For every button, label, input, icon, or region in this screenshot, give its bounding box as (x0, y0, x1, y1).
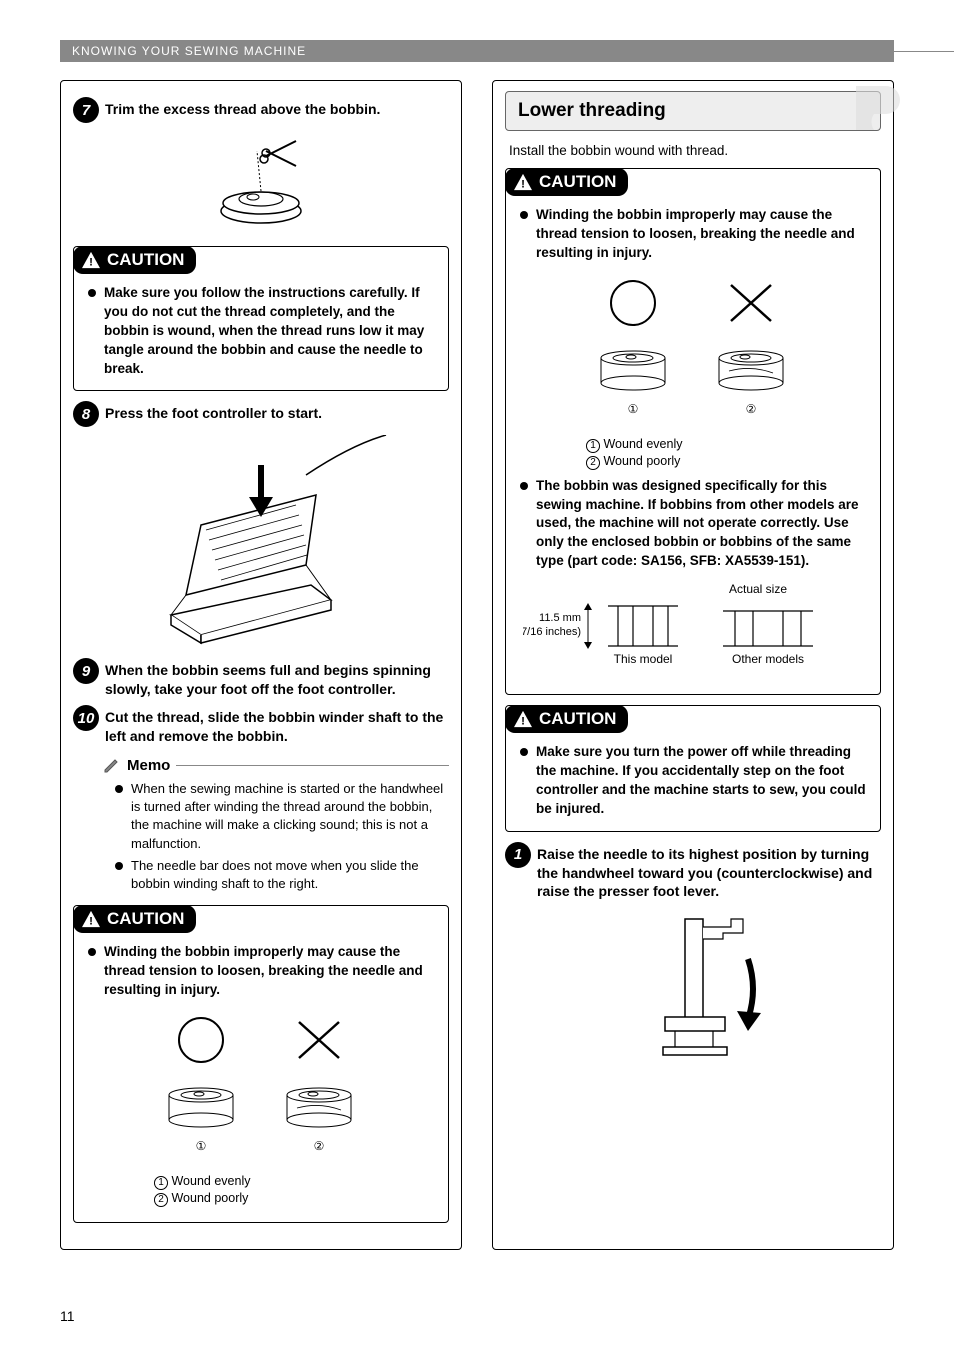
caution-text: Winding the bobbin improperly may cause … (536, 206, 868, 263)
figure-foot-controller (73, 435, 449, 650)
bullet-icon (88, 289, 96, 297)
caution-bullet: Make sure you turn the power off while t… (506, 741, 880, 821)
height-in: (7/16 inches) (523, 626, 581, 638)
svg-text:!: ! (89, 257, 93, 269)
other-models-label: Other models (732, 652, 804, 666)
section-header: KNOWING YOUR SEWING MACHINE (60, 40, 894, 62)
figure-presser-foot (505, 909, 881, 1074)
memo-text: The needle bar does not move when you sl… (131, 857, 445, 893)
memo-title: Memo (127, 757, 170, 774)
memo-item-2: The needle bar does not move when you sl… (103, 855, 449, 895)
tab-decoration-icon (856, 86, 900, 130)
height-mm: 11.5 mm (539, 612, 581, 624)
caution-header: ! CAUTION (73, 905, 196, 933)
caution-title: CAUTION (107, 250, 184, 270)
legend-1: 1 Wound evenly (586, 436, 880, 454)
memo-item-1: When the sewing machine is started or th… (103, 778, 449, 855)
caution-text: Make sure you turn the power off while t… (536, 743, 868, 819)
caution-header: ! CAUTION (73, 246, 196, 274)
memo-header: Memo (103, 756, 449, 774)
caution-box-right-2: ! CAUTION Make sure you turn the power o… (505, 705, 881, 832)
section-title-text: Lower threading (518, 100, 666, 121)
figure-bobbin-compare-right: ① ② (506, 273, 880, 428)
svg-text:!: ! (521, 716, 525, 728)
step-number-10: 10 (73, 705, 99, 731)
legend-2: 2 Wound poorly (154, 1190, 448, 1208)
section-title: Lower threading (505, 91, 881, 131)
actual-size-label: Actual size (729, 582, 787, 596)
caution-text: The bobbin was designed specifically for… (536, 477, 868, 571)
caution-bullet: Winding the bobbin improperly may cause … (74, 941, 448, 1002)
figure-bobbin-size: Actual size 11.5 mm (7/16 inches) This m… (506, 581, 880, 676)
intro-text: Install the bobbin wound with thread. (509, 143, 877, 158)
memo-text: When the sewing machine is started or th… (131, 780, 445, 853)
step-9: 9 When the bobbin seems full and begins … (73, 658, 449, 699)
left-column: 7 Trim the excess thread above the bobbi… (60, 80, 462, 1250)
caution-text: Make sure you follow the instructions ca… (104, 284, 436, 378)
two-column-layout: 7 Trim the excess thread above the bobbi… (60, 80, 894, 1250)
step-10-text: Cut the thread, slide the bobbin winder … (105, 705, 449, 746)
caution-box-2: ! CAUTION Winding the bobbin improperly … (73, 905, 449, 1223)
step-9-text: When the bobbin seems full and begins sp… (105, 658, 449, 699)
step-number-7: 7 (73, 97, 99, 123)
svg-text:①: ① (196, 1139, 207, 1153)
step-8-text: Press the foot controller to start. (105, 401, 322, 423)
this-model-label: This model (614, 652, 673, 666)
svg-text:②: ② (746, 402, 757, 416)
caution-box-1: ! CAUTION Make sure you follow the instr… (73, 246, 449, 391)
memo-divider (176, 765, 449, 766)
step-number-8: 8 (73, 401, 99, 427)
caution-header: ! CAUTION (505, 705, 628, 733)
legend: 1 Wound evenly 2 Wound poorly (586, 436, 880, 471)
figure-bobbin-winding-compare: ① ② (74, 1010, 448, 1165)
caution-text: Winding the bobbin improperly may cause … (104, 943, 436, 1000)
step-7-text: Trim the excess thread above the bobbin. (105, 97, 380, 119)
legend-1: 1 Wound evenly (154, 1173, 448, 1191)
legend-2: 2 Wound poorly (586, 453, 880, 471)
caution-header: ! CAUTION (505, 168, 628, 196)
step-number-1: 1 (505, 842, 531, 868)
step-7: 7 Trim the excess thread above the bobbi… (73, 97, 449, 123)
bullet-icon (115, 785, 123, 793)
caution-bullet-2: The bobbin was designed specifically for… (506, 475, 880, 573)
svg-text:!: ! (89, 916, 93, 928)
bullet-icon (520, 482, 528, 490)
caution-title: CAUTION (107, 909, 184, 929)
warning-icon: ! (513, 173, 533, 191)
warning-icon: ! (81, 251, 101, 269)
caution-title: CAUTION (539, 709, 616, 729)
right-column: Lower threading Install the bobbin wound… (492, 80, 894, 1250)
step-1-text: Raise the needle to its highest position… (537, 842, 881, 902)
memo-block: Memo When the sewing machine is started … (103, 756, 449, 895)
page-number: 11 (60, 1308, 75, 1324)
caution-box-right-1: ! CAUTION Winding the bobbin improperly … (505, 168, 881, 695)
caution-bullet: Make sure you follow the instructions ca… (74, 282, 448, 380)
caution-bullet: Winding the bobbin improperly may cause … (506, 204, 880, 265)
bullet-icon (520, 211, 528, 219)
svg-text:②: ② (314, 1139, 325, 1153)
warning-icon: ! (513, 710, 533, 728)
step-10: 10 Cut the thread, slide the bobbin wind… (73, 705, 449, 746)
warning-icon: ! (81, 910, 101, 928)
step-1-right: 1 Raise the needle to its highest positi… (505, 842, 881, 902)
bullet-icon (520, 748, 528, 756)
step-8: 8 Press the foot controller to start. (73, 401, 449, 427)
caution-title: CAUTION (539, 172, 616, 192)
svg-text:!: ! (521, 179, 525, 191)
figure-trim-thread (73, 131, 449, 236)
bullet-icon (115, 862, 123, 870)
legend: 1 Wound evenly 2 Wound poorly (154, 1173, 448, 1208)
bullet-icon (88, 948, 96, 956)
svg-text:①: ① (628, 402, 639, 416)
pencil-icon (103, 756, 121, 774)
step-number-9: 9 (73, 658, 99, 684)
